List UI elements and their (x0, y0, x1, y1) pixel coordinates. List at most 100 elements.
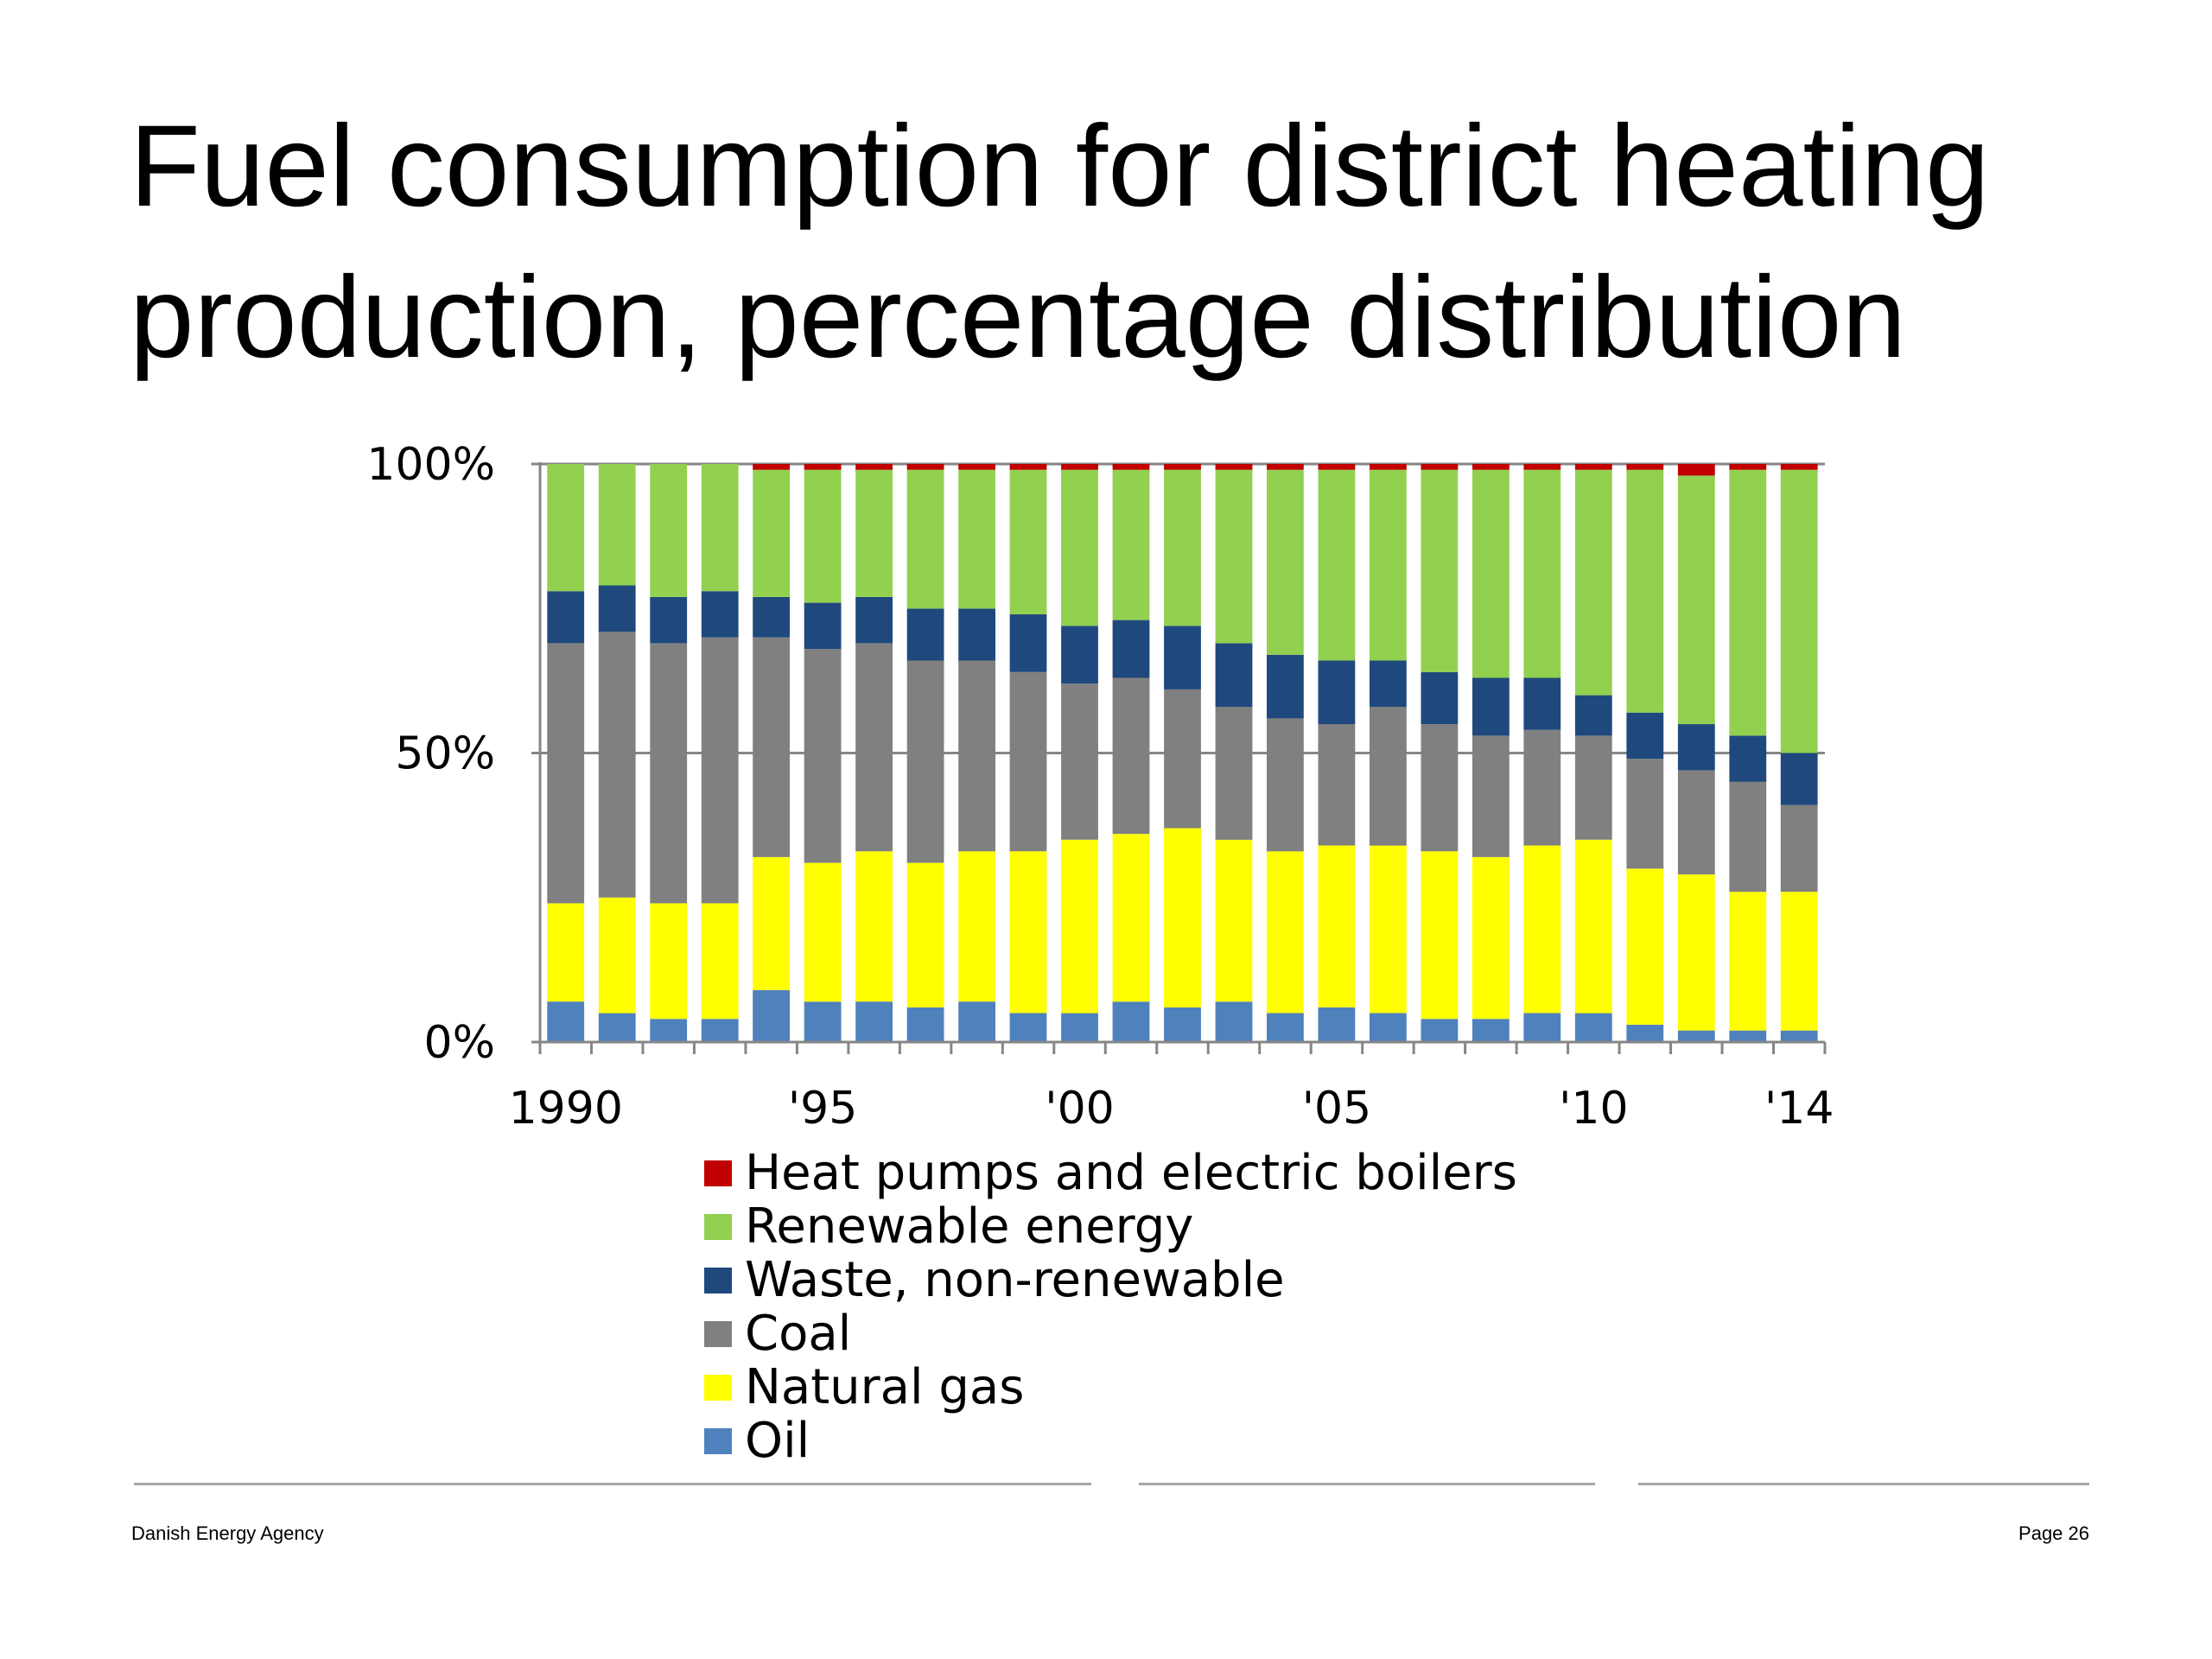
y-tick-label: 50% (395, 728, 495, 780)
bar-segment-coal-2005 (1318, 724, 1356, 846)
bar-segment-renewable-energy-1999 (1009, 469, 1047, 614)
bar-segment-coal-1997 (906, 660, 944, 863)
bar-segment-coal-1995 (804, 649, 842, 863)
bars (547, 464, 1818, 1042)
bar-segment-oil-1997 (906, 1007, 944, 1042)
bar-segment-natural-gas-2005 (1318, 845, 1356, 1007)
bar-2001 (1112, 464, 1150, 1042)
axes: 0% 50% 100% 1990 '95 '00 '05 '10 '14 (366, 439, 1834, 1135)
bar-segment-natural-gas-2011 (1626, 868, 1664, 1025)
bar-segment-oil-2008 (1472, 1019, 1510, 1042)
bar-segment-natural-gas-2013 (1729, 892, 1767, 1031)
legend-label-heat-pumps-and-electric-boilers: Heat pumps and electric boilers (745, 1145, 1517, 1201)
bar-segment-oil-2010 (1574, 1013, 1612, 1042)
bar-segment-coal-2002 (1164, 689, 1201, 829)
bar-segment-renewable-energy-2001 (1112, 469, 1150, 620)
bar-segment-oil-1996 (855, 1001, 893, 1042)
bar-segment-waste-non-renewable-2004 (1267, 654, 1304, 719)
legend-label-waste-non-renewable: Waste, non-renewable (745, 1252, 1285, 1308)
bar-segment-coal-1990 (547, 643, 585, 904)
legend-swatch-heat-pumps-and-electric-boilers (704, 1160, 732, 1186)
bar-segment-waste-non-renewable-2012 (1677, 724, 1715, 771)
bar-1995 (804, 464, 842, 1042)
bar-segment-oil-1999 (1009, 1013, 1047, 1042)
x-tick-label: '05 (1302, 1083, 1371, 1135)
bar-1998 (958, 464, 995, 1042)
bar-2004 (1267, 464, 1304, 1042)
bar-segment-natural-gas-1991 (598, 897, 636, 1014)
bar-segment-coal-1992 (650, 643, 688, 904)
bar-segment-waste-non-renewable-2009 (1523, 677, 1561, 730)
bar-segment-waste-non-renewable-1994 (753, 596, 790, 638)
bar-segment-heat-pumps-and-electric-boilers-2007 (1421, 464, 1459, 470)
bar-segment-renewable-energy-2003 (1215, 469, 1253, 644)
footer-organization: Danish Energy Agency (131, 1522, 324, 1544)
bar-segment-renewable-energy-1996 (855, 469, 893, 597)
bar-segment-oil-2013 (1729, 1030, 1767, 1042)
bar-segment-oil-2002 (1164, 1007, 1201, 1042)
x-tick-label: '14 (1764, 1083, 1834, 1135)
bar-2010 (1574, 464, 1612, 1042)
bar-1999 (1009, 464, 1047, 1042)
bar-segment-natural-gas-1996 (855, 851, 893, 1002)
bar-segment-natural-gas-1995 (804, 862, 842, 1002)
bar-2002 (1164, 464, 1201, 1042)
bar-segment-heat-pumps-and-electric-boilers-2008 (1472, 464, 1510, 470)
bar-segment-coal-2013 (1729, 782, 1767, 893)
bar-segment-renewable-energy-2006 (1370, 469, 1407, 661)
bar-segment-coal-2009 (1523, 729, 1561, 846)
bar-1992 (650, 464, 688, 1042)
bar-segment-renewable-energy-1990 (547, 464, 585, 592)
bar-segment-oil-2001 (1112, 1001, 1150, 1042)
bar-segment-heat-pumps-and-electric-boilers-1995 (804, 464, 842, 470)
bar-1991 (598, 464, 636, 1042)
bar-segment-renewable-energy-2004 (1267, 469, 1304, 655)
bar-segment-natural-gas-2008 (1472, 856, 1510, 1020)
bar-2013 (1729, 464, 1767, 1042)
footer-rule-middle (1139, 1483, 1595, 1485)
bar-segment-renewable-energy-2012 (1677, 475, 1715, 725)
bar-segment-heat-pumps-and-electric-boilers-2001 (1112, 464, 1150, 470)
bar-segment-renewable-energy-2000 (1061, 469, 1098, 626)
bar-segment-renewable-energy-2007 (1421, 469, 1459, 672)
bar-segment-coal-2014 (1780, 804, 1818, 892)
legend-swatch-oil (704, 1428, 732, 1454)
bar-segment-heat-pumps-and-electric-boilers-2010 (1574, 464, 1612, 470)
bar-segment-coal-2000 (1061, 683, 1098, 840)
bar-segment-renewable-energy-1993 (701, 464, 739, 592)
bar-segment-oil-2004 (1267, 1013, 1304, 1042)
bar-segment-oil-2009 (1523, 1013, 1561, 1042)
footer-page-number: Page 26 (2018, 1522, 2089, 1544)
footer-rule-left (134, 1483, 1091, 1485)
bar-segment-waste-non-renewable-1992 (650, 596, 688, 644)
bar-segment-oil-1995 (804, 1001, 842, 1042)
slide-title-line-1: Fuel consumption for district heating (130, 102, 1990, 231)
bar-segment-waste-non-renewable-2001 (1112, 620, 1150, 678)
bar-segment-natural-gas-2003 (1215, 839, 1253, 1002)
bar-2014 (1780, 464, 1818, 1042)
bar-2007 (1421, 464, 1459, 1042)
bar-segment-natural-gas-2006 (1370, 845, 1407, 1014)
bar-2011 (1626, 464, 1664, 1042)
legend-label-coal: Coal (745, 1306, 851, 1362)
bar-segment-natural-gas-1998 (958, 851, 995, 1002)
bar-segment-renewable-energy-2013 (1729, 469, 1767, 736)
bar-segment-natural-gas-2000 (1061, 839, 1098, 1014)
bar-segment-waste-non-renewable-2007 (1421, 671, 1459, 724)
bar-segment-oil-1993 (701, 1019, 739, 1042)
bar-segment-natural-gas-1990 (547, 903, 585, 1002)
bar-segment-coal-2006 (1370, 707, 1407, 846)
bar-segment-natural-gas-2002 (1164, 828, 1201, 1007)
bar-segment-natural-gas-2001 (1112, 834, 1150, 1002)
bar-2009 (1523, 464, 1561, 1042)
bar-segment-waste-non-renewable-1997 (906, 608, 944, 661)
x-tick-label: 1990 (509, 1083, 623, 1135)
bar-segment-heat-pumps-and-electric-boilers-1999 (1009, 464, 1047, 470)
bar-segment-coal-1996 (855, 643, 893, 852)
bar-2008 (1472, 464, 1510, 1042)
bar-segment-oil-2003 (1215, 1001, 1253, 1042)
bar-segment-oil-1994 (753, 989, 790, 1042)
bar-segment-heat-pumps-and-electric-boilers-2013 (1729, 464, 1767, 470)
bar-segment-waste-non-renewable-2008 (1472, 677, 1510, 736)
